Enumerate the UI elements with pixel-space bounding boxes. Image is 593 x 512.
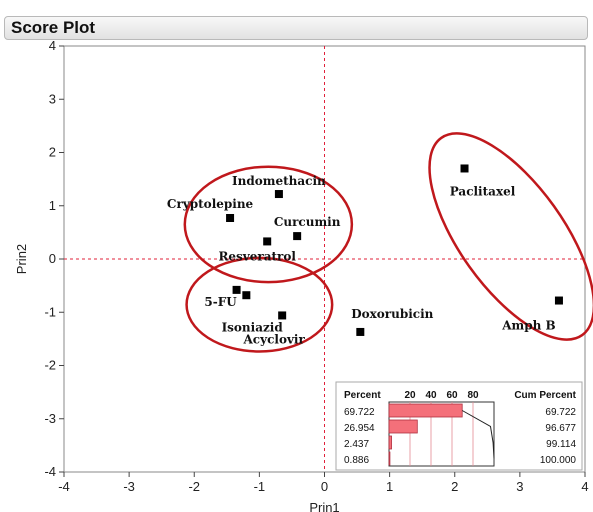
inset-cum-value: 96.677 — [545, 423, 576, 434]
point-label: Indomethacin — [232, 174, 326, 188]
data-point — [242, 291, 251, 300]
point-label: 5-FU — [204, 295, 237, 309]
inset-cum-value: 69.722 — [545, 407, 576, 418]
y-tick-label: -3 — [44, 411, 56, 426]
inset-percent-value: 0.886 — [344, 455, 369, 466]
y-tick-label: -4 — [44, 464, 56, 479]
data-point — [356, 327, 365, 336]
data-point — [460, 164, 469, 173]
inset-bar — [388, 435, 392, 450]
y-tick-label: 3 — [49, 91, 56, 106]
data-point — [274, 190, 283, 199]
point-label: Resveratrol — [218, 249, 296, 263]
inset-bar-tick: 20 — [404, 390, 416, 401]
inset-percent-header: Percent — [344, 390, 381, 401]
data-point — [554, 296, 563, 305]
y-tick-label: -2 — [44, 358, 56, 373]
point-label: Isoniazid — [222, 320, 284, 334]
x-tick-label: -2 — [188, 479, 200, 494]
x-tick-label: -3 — [123, 479, 135, 494]
group-ellipse — [183, 165, 354, 284]
data-point — [278, 311, 287, 320]
x-tick-label: -1 — [254, 479, 266, 494]
inset-cum-value: 100.000 — [540, 455, 577, 466]
point-label: Curcumin — [274, 215, 341, 229]
x-tick-label: 0 — [321, 479, 328, 494]
point-label: Cryptolepine — [167, 197, 254, 211]
y-tick-label: 2 — [49, 145, 56, 160]
point-label: Paclitaxel — [450, 184, 516, 198]
data-point — [232, 285, 241, 294]
inset-bar — [388, 403, 463, 418]
score-plot-header: Score Plot — [4, 16, 588, 40]
inset-bar-tick: 80 — [467, 390, 479, 401]
inset-percent-value: 69.722 — [344, 407, 375, 418]
score-plot-title: Score Plot — [11, 18, 96, 37]
inset-cumulative-line — [461, 410, 495, 459]
x-tick-label: 3 — [516, 479, 523, 494]
group-ellipse — [428, 132, 593, 341]
y-tick-label: 4 — [49, 38, 56, 53]
x-tick-label: 1 — [386, 479, 393, 494]
point-label: Amph B — [501, 319, 555, 333]
inset-cum-header: Cum Percent — [514, 390, 576, 401]
data-point — [226, 213, 235, 222]
y-tick-label: 0 — [49, 251, 56, 266]
inset-bar-tick: 40 — [425, 390, 437, 401]
x-tick-label: 4 — [581, 479, 588, 494]
x-tick-label: -4 — [58, 479, 70, 494]
x-axis-label: Prin1 — [309, 500, 339, 512]
inset-percent-value: 26.954 — [344, 423, 375, 434]
point-label: Doxorubicin — [351, 307, 433, 321]
inset-bar — [388, 419, 418, 434]
group-ellipse — [185, 256, 334, 353]
y-axis-label: Prin2 — [14, 244, 29, 274]
y-tick-label: 1 — [49, 198, 56, 213]
data-point — [263, 237, 272, 246]
inset-percent-value: 2.437 — [344, 439, 369, 450]
inset-cum-value: 99.114 — [546, 439, 576, 450]
y-tick-label: -1 — [44, 304, 56, 319]
inset-bar-tick: 60 — [446, 390, 458, 401]
inset-bar — [388, 451, 391, 466]
x-tick-label: 2 — [451, 479, 458, 494]
data-point — [293, 232, 302, 241]
point-label: Acyclovir — [243, 332, 306, 346]
